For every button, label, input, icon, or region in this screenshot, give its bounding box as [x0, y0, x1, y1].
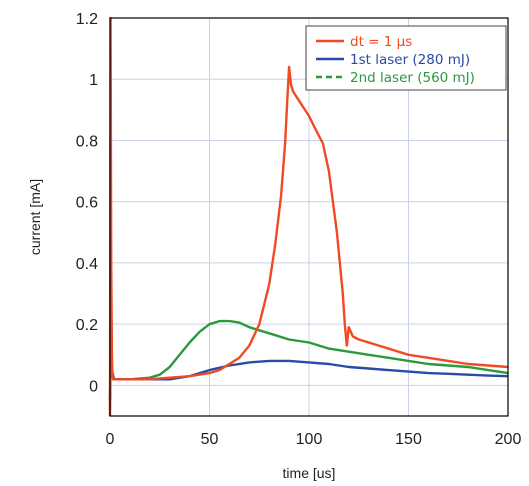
series-line-3	[108, 286, 509, 410]
x-tick-label: 50	[201, 431, 219, 448]
legend-label: 1st laser (280 mJ)	[350, 52, 470, 68]
x-tick-label: 150	[395, 431, 422, 448]
legend-label: dt = 1 µs	[350, 34, 412, 50]
x-tick-label: 100	[296, 431, 323, 448]
x-tick-label: 0	[106, 431, 115, 448]
y-tick-label: 1	[89, 72, 98, 89]
y-tick-label: 1.2	[76, 11, 98, 28]
y-axis-label: current [mA]	[27, 179, 43, 255]
y-tick-label: 0.8	[76, 133, 98, 150]
y-tick-label: 0	[89, 378, 98, 395]
x-axis-label: time [us]	[283, 465, 336, 481]
plot-frame	[109, 17, 509, 417]
y-tick-label: 0.2	[76, 317, 98, 334]
legend: dt = 1 µs 1st laser (280 mJ) 2nd laser (56…	[305, 25, 507, 91]
y-tick-label: 0.4	[76, 256, 98, 273]
plot-series	[108, 16, 509, 417]
series-line-1	[108, 16, 509, 417]
x-tick-label: 200	[495, 431, 522, 448]
y-tick-label: 0.6	[76, 195, 98, 212]
tick-labels: 0 50 100 150 200 0 0.2 0.4 0.6 0.8 1 1.2	[76, 11, 522, 448]
legend-label: 2nd laser (560 mJ)	[350, 70, 475, 86]
